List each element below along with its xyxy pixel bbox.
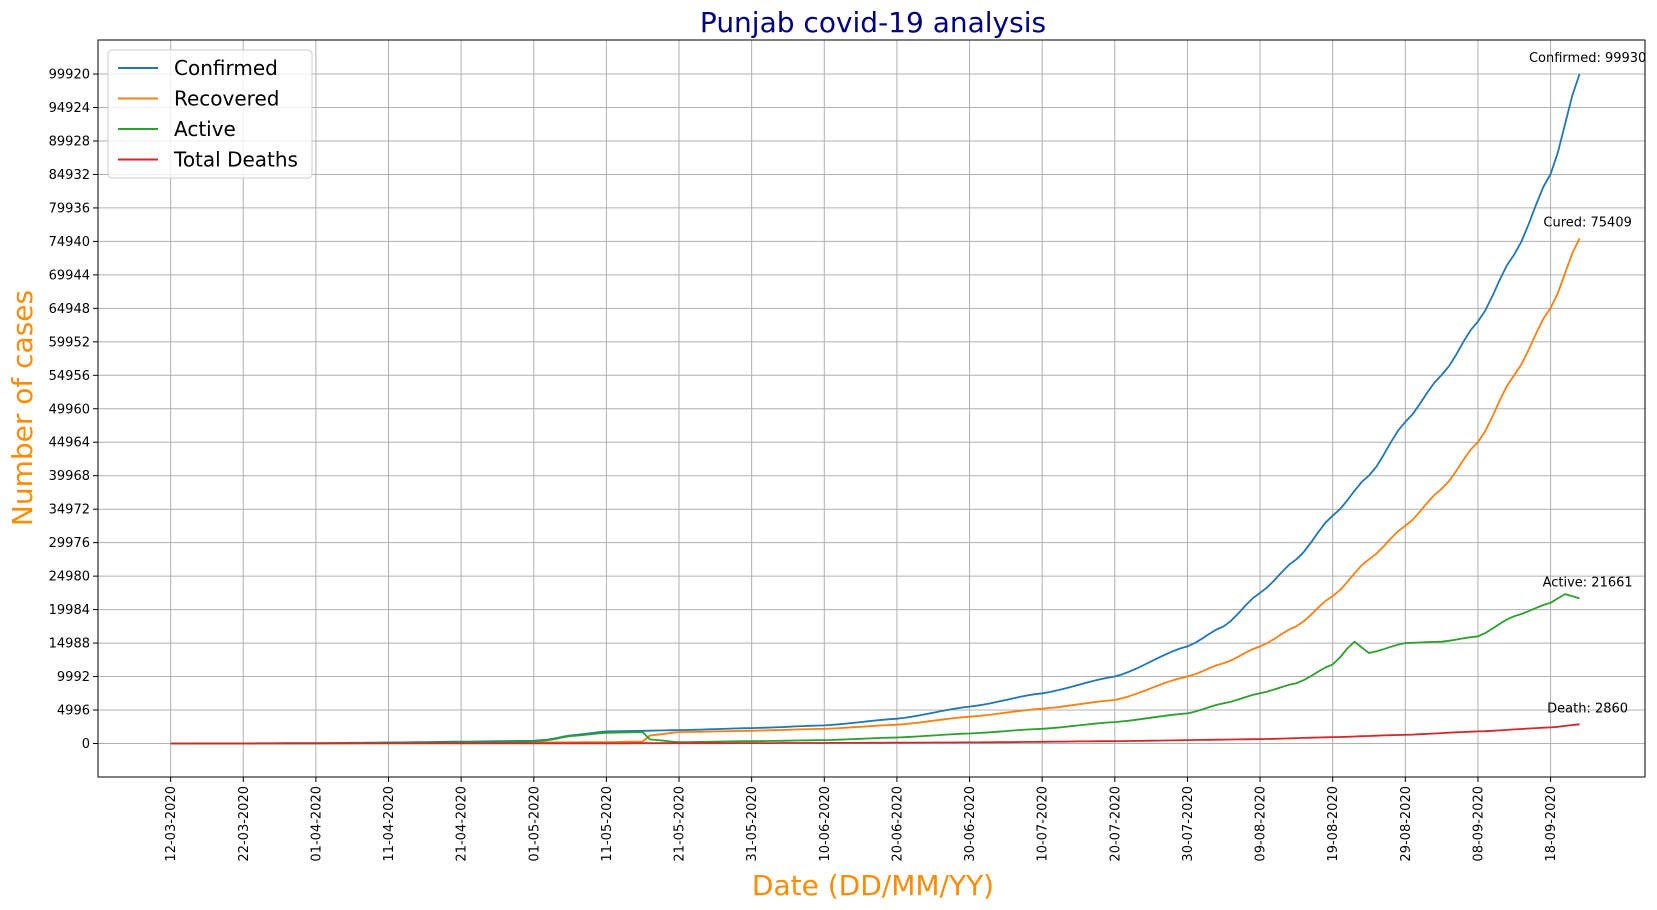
legend-box [107,49,313,179]
grid [98,40,1645,777]
y-tick-label: 94924 [49,101,90,116]
y-axis-ticks: 0 4996 9992 14988 19984 24980 29976 34972 39968 4… [49,68,98,752]
legend-label: Total Deaths [173,148,298,172]
x-axis-ticks: 12-03-2020 22-03-2020 01-04-2020 11-04-2020… [164,777,1559,862]
x-tick-label: 20-06-2020 [890,786,905,862]
y-tick-label: 34972 [49,503,90,518]
x-tick-label: 21-04-2020 [455,786,470,862]
series-lines [170,73,1581,745]
x-tick-label: 01-04-2020 [309,786,324,862]
legend: Confirmed Recovered Active Total Deaths [107,49,313,179]
y-tick-label: 89928 [49,134,90,149]
x-tick-label: 11-05-2020 [600,786,615,862]
annotation-label: Confirmed: 99930 [1529,51,1646,66]
x-tick-label: 30-06-2020 [963,786,978,862]
y-tick-label: 4996 [57,704,90,719]
y-tick-label: 99920 [49,68,90,83]
annotation-label: Death: 2860 [1547,701,1628,716]
chart-title: Punjab covid-19 analysis [700,6,1046,39]
y-tick-label: 24980 [49,570,90,585]
y-tick-label: 14988 [49,637,90,652]
x-tick-label: 01-05-2020 [527,786,542,862]
x-axis-label: Date (DD/MM/YY) [752,869,994,902]
x-tick-label: 08-09-2020 [1471,786,1486,862]
x-tick-label: 12-03-2020 [164,786,179,862]
annotations: Confirmed: 99930 Cured: 75409 Active: 2166… [1529,51,1646,716]
x-tick-label: 18-09-2020 [1544,786,1559,862]
legend-label: Confirmed [174,56,278,80]
y-tick-label: 64948 [49,302,90,317]
legend-label: Recovered [174,87,279,111]
y-tick-label: 79936 [49,201,90,216]
x-tick-label: 21-05-2020 [673,786,688,862]
y-tick-label: 19984 [49,603,90,618]
y-tick-label: 49960 [49,402,90,417]
x-tick-label: 19-08-2020 [1326,786,1341,862]
legend-label: Active [174,117,236,141]
x-tick-label: 30-07-2020 [1181,786,1196,862]
x-tick-label: 11-04-2020 [382,786,397,862]
annotation-label: Cured: 75409 [1543,215,1632,230]
y-tick-label: 59952 [49,335,90,350]
y-tick-label: 84932 [49,168,90,183]
series-line [170,237,1581,745]
y-tick-label: 44964 [49,436,90,451]
annotation-label: Active: 21661 [1543,575,1633,590]
x-tick-label: 29-08-2020 [1399,786,1414,862]
y-tick-label: 54956 [49,369,90,384]
x-tick-label: 20-07-2020 [1108,786,1123,862]
x-tick-label: 22-03-2020 [237,786,252,862]
y-tick-label: 39968 [49,469,90,484]
x-tick-label: 31-05-2020 [745,786,760,862]
y-tick-label: 74940 [49,235,90,250]
series-line [170,723,1580,745]
x-tick-label: 10-07-2020 [1036,786,1051,862]
y-tick-label: 9992 [57,670,90,685]
y-tick-label: 0 [82,737,90,752]
y-tick-label: 29976 [49,536,90,551]
x-tick-label: 10-06-2020 [818,786,833,862]
x-tick-label: 09-08-2020 [1254,786,1269,862]
y-axis-label: Number of cases [6,290,39,526]
y-tick-label: 69944 [49,268,90,283]
